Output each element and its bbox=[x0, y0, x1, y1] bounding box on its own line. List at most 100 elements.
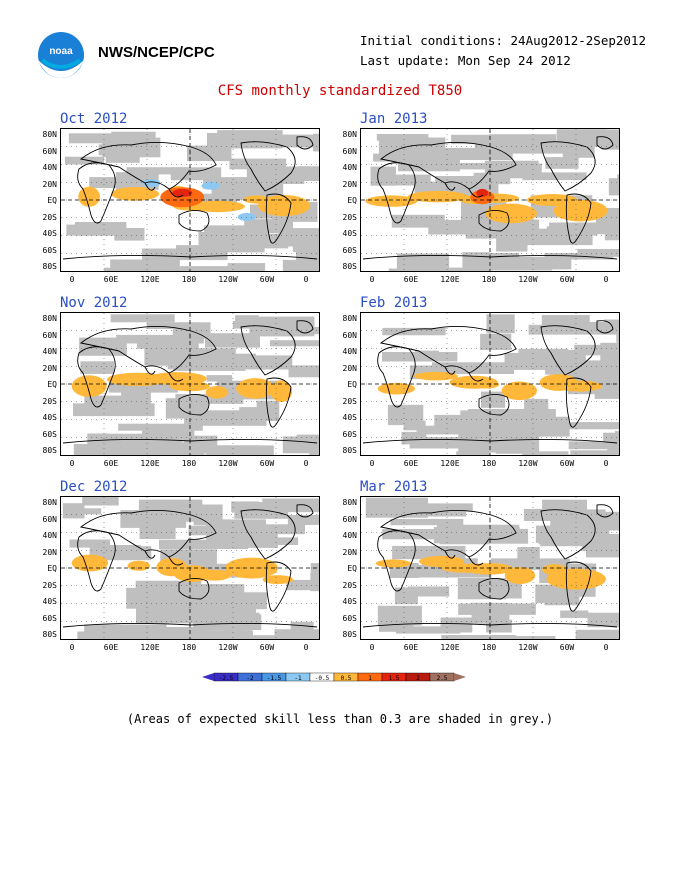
panel-title: Mar 2013 bbox=[360, 479, 428, 495]
lat-label: 80N bbox=[42, 498, 57, 507]
lon-label: 0 bbox=[303, 275, 309, 284]
lon-label: 60E bbox=[103, 459, 119, 468]
coastlines bbox=[62, 504, 318, 628]
lon-label: 0 bbox=[69, 459, 75, 468]
coastlines bbox=[362, 320, 618, 444]
lon-label: 0 bbox=[369, 459, 375, 468]
lat-label: 80S bbox=[342, 446, 357, 455]
lat-label: EQ bbox=[47, 196, 57, 205]
coastlines bbox=[362, 136, 618, 260]
lat-label: 20N bbox=[42, 179, 57, 189]
lat-label: 40N bbox=[42, 163, 57, 172]
colorbar-right-arrow bbox=[454, 673, 466, 681]
anomaly-map bbox=[360, 312, 620, 456]
lon-label: 120W bbox=[518, 275, 538, 284]
lon-label: 120W bbox=[518, 643, 538, 652]
lat-label: 80S bbox=[42, 262, 57, 271]
colorbar-label: -2.5 bbox=[219, 675, 234, 682]
map-svg bbox=[61, 497, 319, 639]
lon-label: 0 bbox=[369, 275, 375, 284]
lon-label: 60E bbox=[403, 275, 419, 284]
lat-label: 20N bbox=[42, 547, 57, 557]
lon-label: 0 bbox=[369, 643, 375, 652]
map-svg bbox=[361, 313, 619, 455]
lon-label: 60W bbox=[259, 459, 275, 468]
coastlines bbox=[62, 136, 318, 260]
dotted-grid bbox=[361, 129, 619, 271]
map-svg bbox=[61, 313, 319, 455]
lon-label: 120E bbox=[140, 459, 160, 468]
colorbar-label: -1.5 bbox=[267, 675, 282, 682]
anomaly-map bbox=[60, 312, 320, 456]
lon-label: 0 bbox=[603, 459, 609, 468]
lat-label: 20S bbox=[42, 212, 57, 222]
lon-label: 180 bbox=[181, 275, 197, 284]
lon-label: 60W bbox=[559, 459, 575, 468]
grey-skill-shading bbox=[365, 497, 619, 639]
lat-label: 60S bbox=[42, 245, 57, 255]
noaa-logo: noaa bbox=[36, 30, 86, 84]
lon-label: 120W bbox=[518, 459, 538, 468]
lon-label: 180 bbox=[481, 275, 497, 284]
lat-label: 20N bbox=[342, 179, 357, 189]
panel-title: Nov 2012 bbox=[60, 295, 128, 311]
lon-label: 120E bbox=[440, 643, 460, 652]
lat-label: 20S bbox=[42, 580, 57, 590]
panel-title: Dec 2012 bbox=[60, 479, 128, 495]
lat-label: 20S bbox=[342, 396, 357, 406]
colorbar-label: 2 bbox=[416, 675, 420, 682]
lon-label: 0 bbox=[603, 275, 609, 284]
lon-label: 60W bbox=[559, 643, 575, 652]
panel-title: Oct 2012 bbox=[60, 111, 128, 127]
lat-label: 60S bbox=[42, 429, 57, 439]
main-title: CFS monthly standardized T850 bbox=[217, 83, 463, 99]
lat-label: 20S bbox=[42, 396, 57, 406]
coastlines bbox=[362, 504, 618, 628]
coastlines bbox=[62, 320, 318, 444]
last-update: Last update: Mon Sep 24 2012 bbox=[360, 53, 571, 68]
lat-label: 60S bbox=[42, 613, 57, 623]
lat-label: EQ bbox=[47, 380, 57, 389]
lon-label: 120W bbox=[218, 643, 238, 652]
lon-label: 120E bbox=[440, 275, 460, 284]
lon-label: 60W bbox=[559, 275, 575, 284]
lat-label: 80N bbox=[42, 314, 57, 323]
lon-label: 60W bbox=[259, 643, 275, 652]
lat-label: EQ bbox=[347, 564, 357, 573]
anomaly-map bbox=[360, 496, 620, 640]
colorbar-label: -0.5 bbox=[315, 675, 330, 682]
lat-label: 20N bbox=[342, 363, 357, 373]
colorbar-label: -1 bbox=[294, 675, 302, 682]
dotted-grid bbox=[61, 129, 319, 271]
lon-label: 180 bbox=[481, 459, 497, 468]
lat-label: 20S bbox=[342, 580, 357, 590]
lon-label: 0 bbox=[303, 459, 309, 468]
colorbar-label: 2.5 bbox=[437, 675, 448, 682]
lat-label: 40S bbox=[42, 229, 57, 238]
map-svg bbox=[361, 129, 619, 271]
lat-label: 80N bbox=[342, 130, 357, 139]
anomaly-shading bbox=[71, 372, 293, 403]
lat-label: 40S bbox=[342, 597, 357, 606]
anomaly-shading bbox=[365, 188, 608, 224]
grey-skill-shading bbox=[73, 314, 319, 455]
lat-label: EQ bbox=[47, 564, 57, 573]
lon-label: 120W bbox=[218, 459, 238, 468]
panel-title: Feb 2013 bbox=[360, 295, 428, 311]
lat-label: 60S bbox=[342, 613, 357, 623]
lat-label: 60N bbox=[342, 146, 357, 156]
grey-skill-shading bbox=[382, 314, 619, 455]
lon-label: 60E bbox=[403, 459, 419, 468]
anomaly-map bbox=[60, 128, 320, 272]
lat-label: 80S bbox=[42, 630, 57, 639]
grey-skill-shading bbox=[62, 497, 319, 639]
lon-label: 180 bbox=[481, 643, 497, 652]
colorbar: -2.5 -2 -1.5 -1 -0.5 0.5 1 1.5 2 2.5 bbox=[200, 670, 480, 704]
logo-text: noaa bbox=[49, 46, 73, 57]
colorbar-label: 1.5 bbox=[389, 675, 400, 682]
lon-label: 0 bbox=[603, 643, 609, 652]
lat-label: 40S bbox=[42, 597, 57, 606]
footnote: (Areas of expected skill less than 0.3 a… bbox=[126, 712, 554, 726]
colorbar-left-arrow bbox=[202, 673, 214, 681]
lat-label: 60N bbox=[342, 514, 357, 524]
